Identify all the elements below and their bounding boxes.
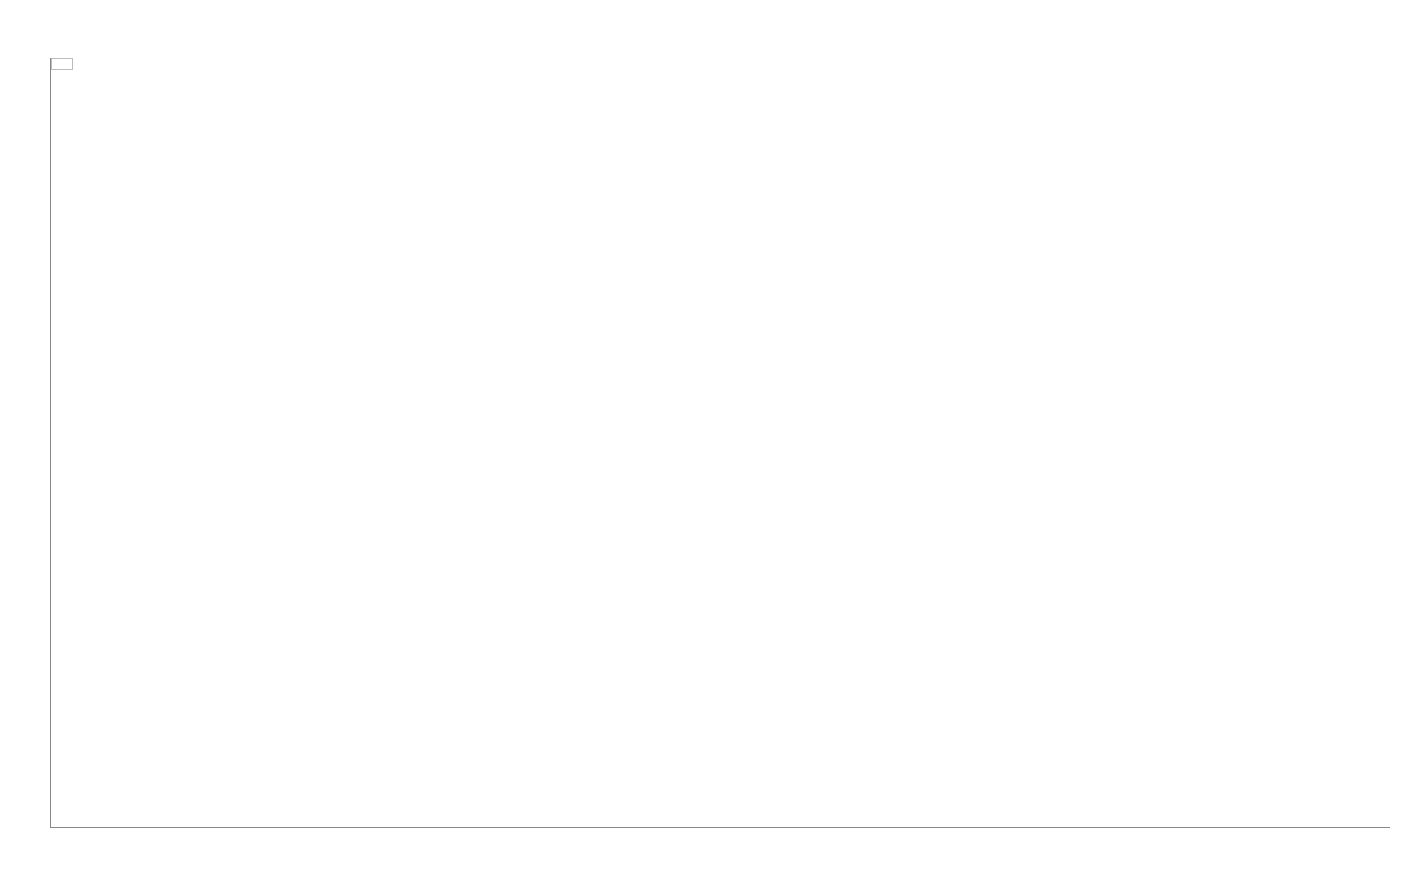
stats-legend: [51, 58, 73, 70]
plot-area: [50, 58, 1390, 828]
chart-svg: [51, 58, 1390, 827]
